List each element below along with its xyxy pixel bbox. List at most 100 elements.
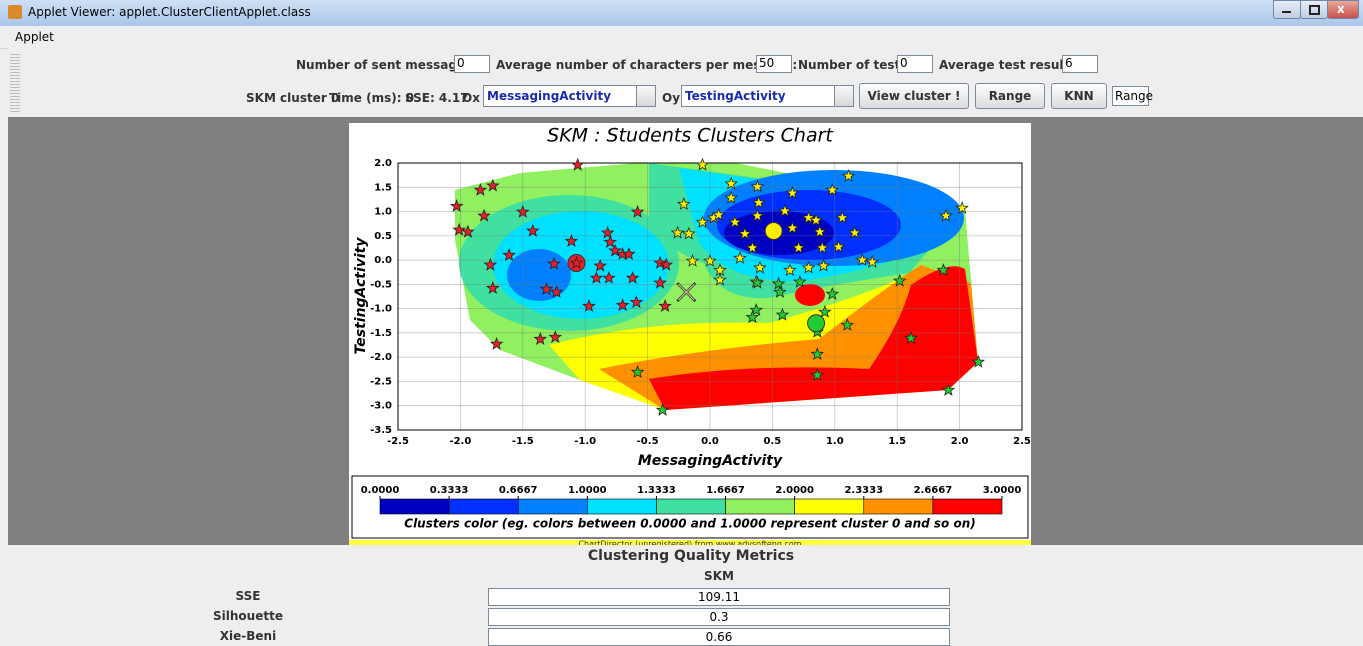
button[interactable]: View cluster ! <box>859 83 969 109</box>
colorbar-tick-label: 3.0000 <box>983 485 1022 496</box>
data-point <box>655 402 670 416</box>
combo-value: TestingActivity <box>685 89 786 103</box>
data-point <box>738 226 752 240</box>
colorbar-segment <box>587 498 657 515</box>
controls-panel: Number of sent messages: 0 Average numbe… <box>8 48 1363 117</box>
minimize-button[interactable] <box>1273 0 1301 19</box>
text-field[interactable]: 50 <box>756 55 792 73</box>
centroid <box>764 221 783 240</box>
data-point <box>622 247 636 261</box>
status-text: SKM cluster 0 <box>246 91 340 105</box>
y-tick-label: 2.0 <box>374 158 392 169</box>
oy-combo[interactable]: TestingActivity <box>681 85 854 107</box>
y-tick-label: 1.0 <box>374 207 392 218</box>
data-point <box>670 225 685 239</box>
x-tick-label: 1.0 <box>826 436 844 447</box>
data-point <box>526 223 540 237</box>
data-point <box>778 203 792 217</box>
y-axis-label: TestingActivity <box>353 237 369 355</box>
data-point <box>749 302 763 316</box>
y-tick-label: -1.5 <box>370 328 392 339</box>
data-point <box>547 256 561 270</box>
colorbar-segment <box>448 498 519 515</box>
combo-arrow[interactable] <box>636 86 655 106</box>
data-point <box>502 248 516 262</box>
centroid-star <box>569 255 584 269</box>
data-point <box>677 197 691 211</box>
data-point <box>658 299 672 313</box>
data-point <box>791 240 806 254</box>
button[interactable]: KNN <box>1051 83 1107 109</box>
text-field[interactable]: 0 <box>897 55 933 73</box>
data-point <box>775 307 790 321</box>
menu-item[interactable]: Applet <box>15 30 54 44</box>
label: Average test results: <box>939 58 1082 72</box>
y-tick-label: -3.0 <box>370 401 392 412</box>
data-point <box>855 252 870 266</box>
data-point <box>801 260 816 274</box>
data-point <box>516 204 530 218</box>
metric-name: Silhouette <box>213 609 283 623</box>
data-point <box>848 225 862 239</box>
data-point <box>603 234 617 248</box>
data-point <box>602 270 616 284</box>
data-point <box>809 213 823 227</box>
data-point <box>711 207 726 221</box>
maximize-button[interactable] <box>1300 0 1328 19</box>
button[interactable]: Range <box>975 83 1045 109</box>
label: Number of sent messages: <box>296 58 477 72</box>
colorbar-tick-label: 1.0000 <box>568 485 607 496</box>
colorbar-tick-label: 2.0000 <box>775 485 814 496</box>
x-tick-label: -1.0 <box>574 436 596 447</box>
colorbar-tick-label: 0.3333 <box>430 485 469 496</box>
y-tick-label: 0.5 <box>374 231 392 242</box>
data-point <box>773 284 787 298</box>
contour-layer <box>455 163 978 410</box>
data-point <box>810 367 825 381</box>
data-point <box>785 220 800 234</box>
metric-value: 109.11 <box>488 588 950 606</box>
data-point <box>939 208 953 222</box>
data-point <box>452 222 467 236</box>
contour-region <box>507 249 571 301</box>
colorbar-tick-label: 1.3333 <box>637 485 676 496</box>
x-axis-label: MessagingActivity <box>638 453 783 469</box>
x-tick-label: -1.5 <box>512 436 534 447</box>
metrics-panel: Clustering Quality Metrics SKM SSE 109.11… <box>8 545 1363 646</box>
data-point <box>815 240 830 254</box>
data-point <box>724 176 738 190</box>
colorbar-segment <box>863 498 934 515</box>
data-point <box>625 270 640 284</box>
data-point <box>785 185 800 199</box>
close-button[interactable]: x <box>1327 0 1359 19</box>
colorbar-segment <box>656 498 726 515</box>
text-field[interactable]: 6 <box>1062 55 1098 73</box>
data-point <box>904 331 918 345</box>
metrics-title: Clustering Quality Metrics <box>587 548 795 564</box>
data-point <box>745 310 760 324</box>
data-point <box>548 330 563 344</box>
colorbar-segment <box>794 498 865 515</box>
text-field[interactable]: Range <box>1112 86 1153 106</box>
x-tick-label: 0.0 <box>701 436 719 447</box>
label: Number of tests: <box>798 58 913 72</box>
data-point <box>653 255 667 269</box>
text-field[interactable]: 0 <box>454 55 490 73</box>
data-point <box>570 157 585 171</box>
data-point <box>955 200 969 214</box>
data-point <box>564 234 579 247</box>
x-tick-label: 2.0 <box>951 436 969 447</box>
metric-value: 0.66 <box>488 628 950 646</box>
data-point <box>695 215 710 229</box>
metric-value: 0.3 <box>488 608 950 626</box>
data-point <box>971 354 986 368</box>
data-point <box>485 281 500 295</box>
data-point <box>941 383 956 396</box>
ox-combo[interactable]: MessagingActivity <box>483 85 656 107</box>
toolbar-handle <box>10 52 20 112</box>
combo-arrow[interactable] <box>834 86 853 106</box>
data-point <box>589 270 604 284</box>
data-point <box>713 263 727 277</box>
data-point <box>630 204 645 218</box>
colorbar-tick-label: 0.0000 <box>361 485 400 496</box>
